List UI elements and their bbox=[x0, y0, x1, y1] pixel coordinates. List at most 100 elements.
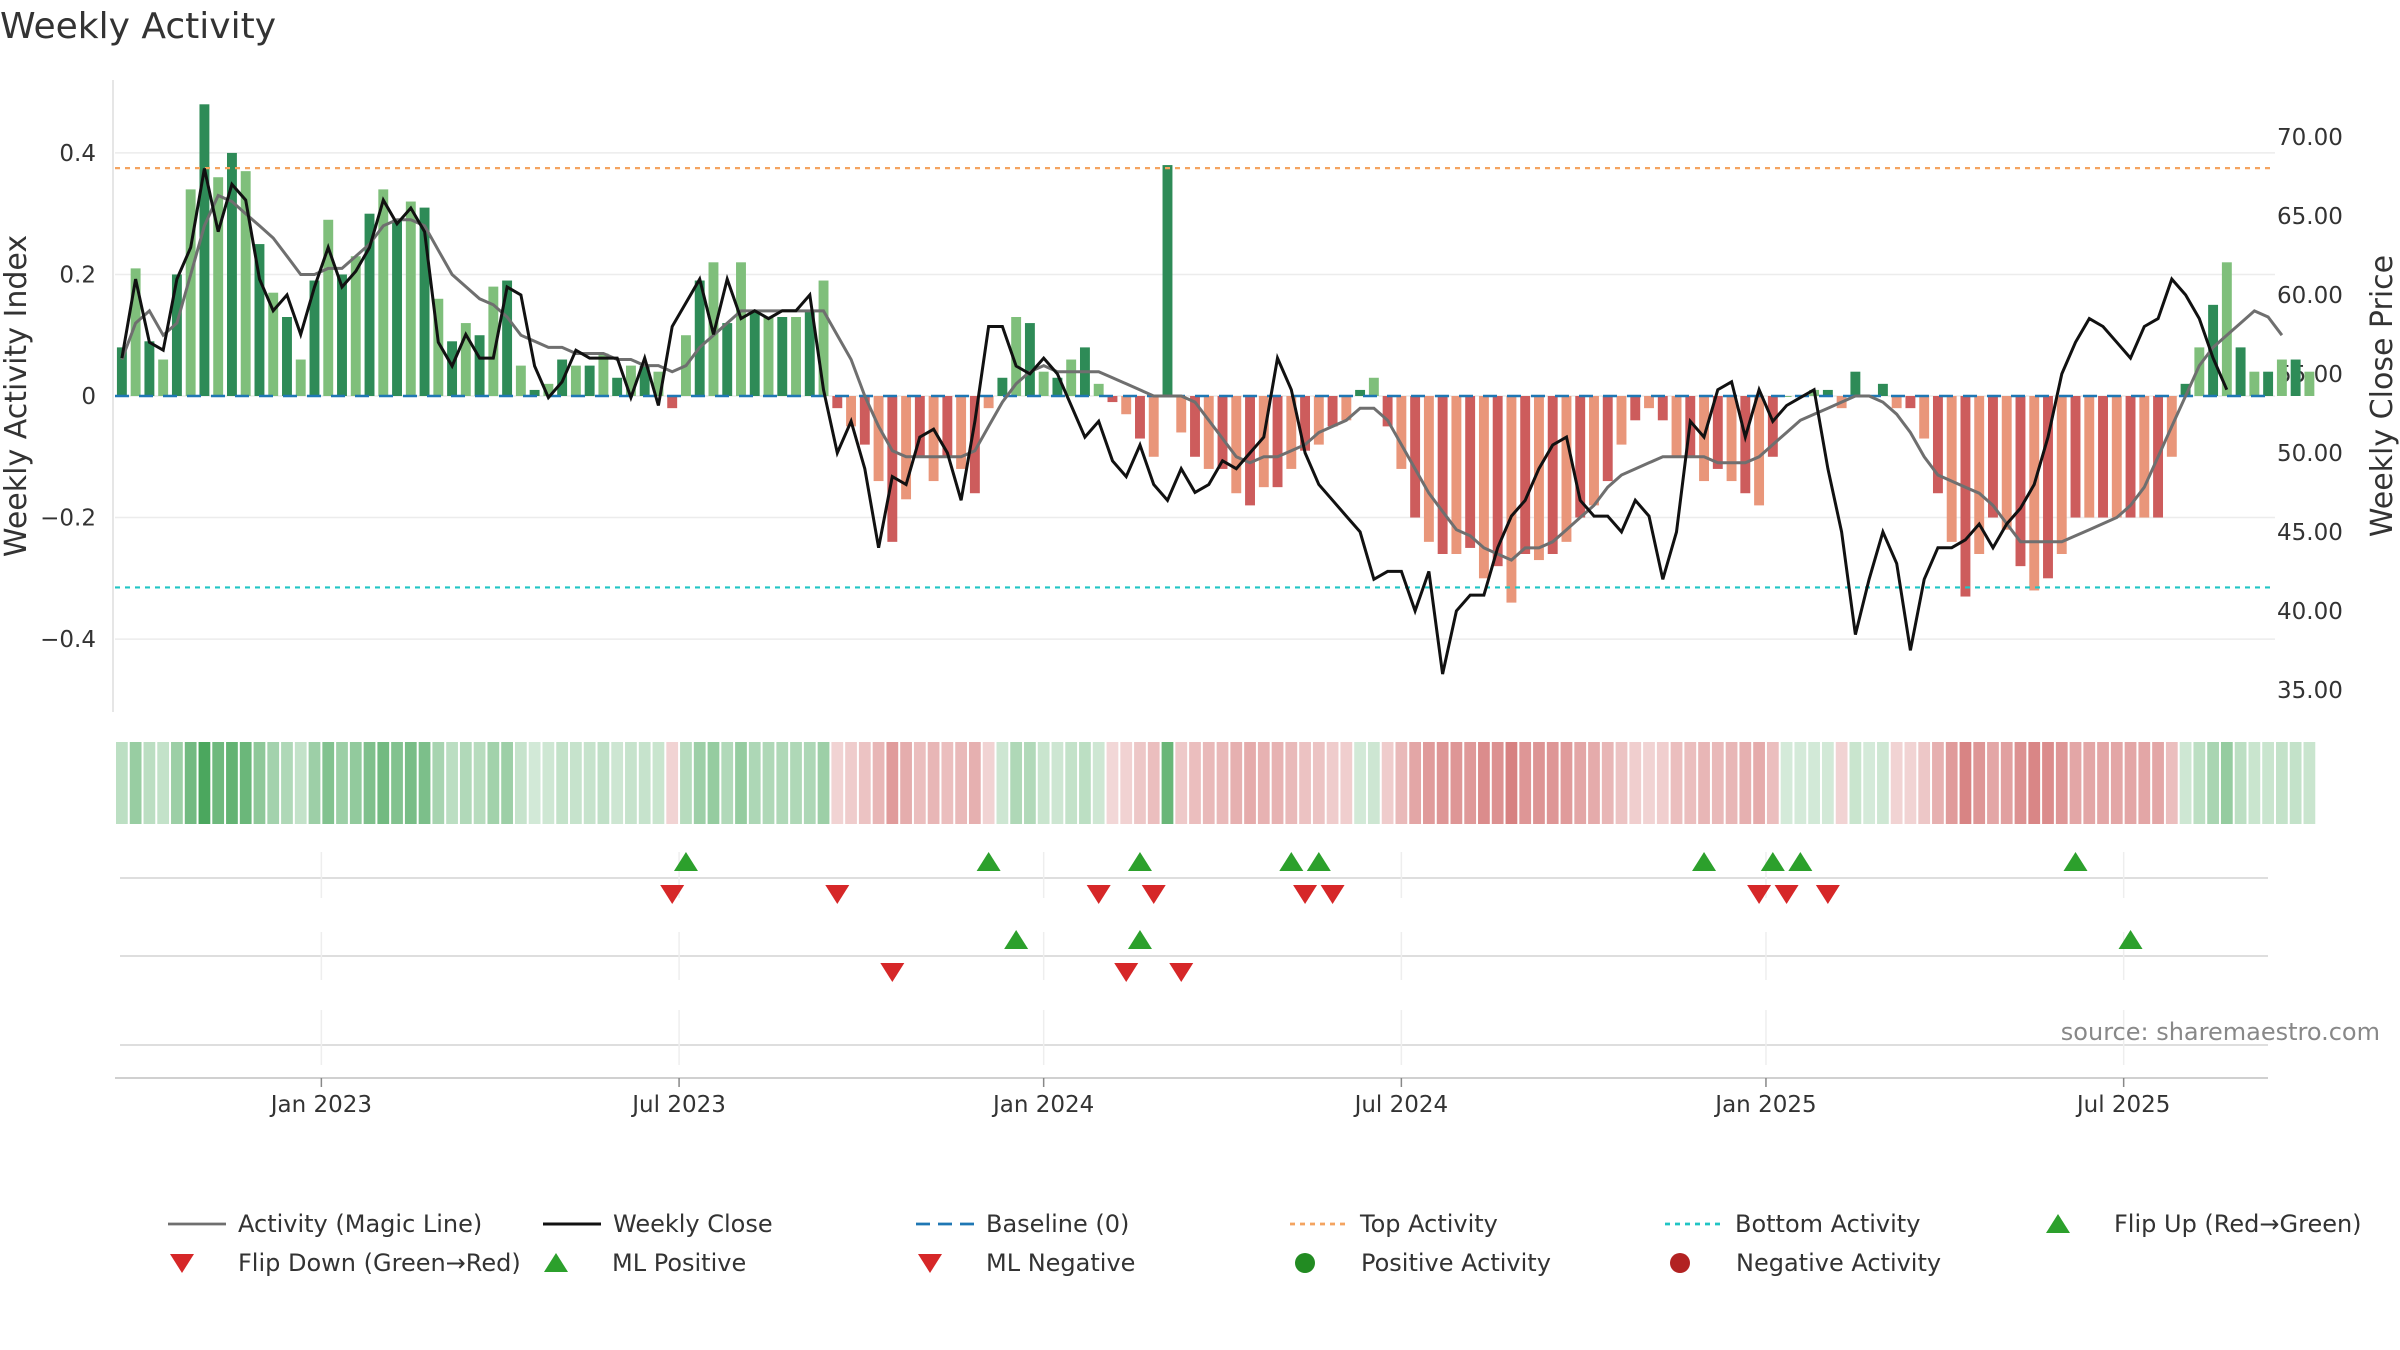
heat-strip-cell bbox=[212, 742, 225, 824]
heat-strip-cell bbox=[1340, 742, 1353, 824]
activity-bar bbox=[956, 396, 967, 469]
heat-strip-cell bbox=[652, 742, 665, 824]
heat-strip-cell bbox=[294, 742, 307, 824]
heat-strip-cell bbox=[157, 742, 170, 824]
flip-up-marker bbox=[1760, 852, 1785, 871]
heat-strip-cell bbox=[1299, 742, 1311, 824]
heat-strip-cell bbox=[2014, 742, 2027, 824]
activity-bar bbox=[378, 189, 389, 396]
activity-bar bbox=[171, 274, 182, 396]
heat-strip-cell bbox=[858, 742, 871, 824]
heat-strip-cell bbox=[790, 742, 802, 824]
x-tick-label: Jul 2025 bbox=[2075, 1092, 2171, 1118]
heat-strip-cell bbox=[1629, 742, 1642, 824]
heat-strip-cell bbox=[391, 742, 403, 824]
activity-bar bbox=[1121, 396, 1132, 415]
activity-bar bbox=[749, 310, 760, 396]
heat-strip-cell bbox=[2069, 742, 2082, 824]
heat-strip-cell bbox=[1546, 742, 1559, 824]
heat-strip-cell bbox=[2165, 742, 2178, 824]
heat-strip-cell bbox=[2207, 742, 2219, 824]
activity-bar bbox=[1176, 396, 1187, 433]
heat-strip-cell bbox=[2289, 742, 2302, 824]
activity-bar bbox=[791, 317, 801, 396]
flip-up-marker bbox=[1306, 852, 1331, 871]
activity-bar bbox=[1740, 396, 1751, 494]
activity-bar bbox=[1107, 396, 1118, 403]
activity-bar bbox=[942, 396, 953, 457]
activity-bar bbox=[1891, 396, 1902, 409]
heat-strip-cell bbox=[184, 742, 197, 824]
heat-strip-cell bbox=[1849, 742, 1862, 824]
flip-down-marker bbox=[825, 885, 850, 904]
activity-bar bbox=[1754, 396, 1765, 506]
activity-bar bbox=[1726, 396, 1737, 482]
activity-bar bbox=[598, 353, 609, 396]
activity-bar bbox=[2180, 383, 2191, 396]
heat-strip-cell bbox=[1890, 742, 1903, 824]
legend-label: Flip Down (Green→Red) bbox=[238, 1249, 521, 1277]
heat-strip-cell bbox=[1615, 742, 1628, 824]
heat-strip-cell bbox=[1326, 742, 1339, 824]
magic-line-series bbox=[120, 193, 2284, 562]
y2-axis-label: Weekly Close Price bbox=[2365, 255, 2400, 537]
activity-bar bbox=[1341, 396, 1352, 421]
activity-bar bbox=[2029, 396, 2040, 591]
activity-bar bbox=[1506, 396, 1517, 603]
heat-strip-cell bbox=[845, 742, 857, 824]
flip-down-marker bbox=[1815, 885, 1840, 904]
activity-bar bbox=[350, 256, 361, 396]
heat-strip-cell bbox=[253, 742, 266, 824]
y2-tick-label: 35.00 bbox=[2277, 678, 2343, 704]
activity-bar bbox=[1589, 396, 1599, 506]
activity-bar bbox=[2070, 396, 2081, 518]
activity-bar bbox=[1712, 396, 1723, 469]
heat-strip-cell bbox=[446, 742, 458, 824]
activity-bar bbox=[1368, 377, 1379, 396]
flip-down-marker bbox=[1320, 885, 1345, 904]
flip-up-marker bbox=[1279, 852, 1304, 871]
legend-label: Flip Up (Red→Green) bbox=[2114, 1210, 2362, 1238]
activity-bar bbox=[832, 396, 843, 409]
heat-strip-cell bbox=[129, 742, 142, 824]
flip-down-marker bbox=[1086, 885, 1111, 904]
activity-bar bbox=[488, 286, 499, 396]
activity-bar bbox=[1203, 396, 1214, 469]
heat-strip-cell bbox=[900, 742, 912, 824]
activity-bar bbox=[722, 323, 733, 396]
activity-bar bbox=[2139, 396, 2150, 518]
flip-up-marker bbox=[1127, 852, 1152, 871]
activity-bar bbox=[1190, 396, 1200, 457]
heat-strip-cell bbox=[2097, 742, 2109, 824]
legend-label: Activity (Magic Line) bbox=[238, 1210, 482, 1238]
heat-strip-cell bbox=[1643, 742, 1655, 824]
heat-strip-cell bbox=[1656, 742, 1669, 824]
activity-bar bbox=[1644, 396, 1654, 409]
activity-bar bbox=[639, 365, 650, 396]
heat-strip-cell bbox=[143, 742, 156, 824]
activity-bar bbox=[1355, 389, 1366, 396]
x-tick-label: Jan 2025 bbox=[1713, 1092, 1816, 1118]
activity-bar bbox=[2111, 396, 2122, 518]
flip-down-marker bbox=[1293, 885, 1318, 904]
activity-bar bbox=[2056, 396, 2067, 554]
activity-bar bbox=[226, 152, 237, 396]
heat-strip-cell bbox=[2124, 742, 2137, 824]
heat-strip-cell bbox=[2083, 742, 2096, 824]
ml-positive-marker bbox=[1004, 930, 1029, 949]
flip-down-marker bbox=[660, 885, 685, 904]
activity-bar bbox=[1630, 396, 1641, 421]
activity-bar bbox=[901, 396, 912, 500]
heat-strip-cell bbox=[281, 742, 293, 824]
activity-bar bbox=[295, 359, 306, 396]
activity-bar bbox=[213, 177, 224, 396]
activity-bar bbox=[543, 383, 554, 396]
heat-strip-cell bbox=[1230, 742, 1243, 824]
heat-strip-cell bbox=[2262, 742, 2274, 824]
heat-strip-cell bbox=[1533, 742, 1545, 824]
legend-label: ML Positive bbox=[612, 1249, 746, 1277]
activity-bar bbox=[818, 280, 829, 396]
activity-bar bbox=[2304, 371, 2315, 396]
heat-strip-cell bbox=[776, 742, 789, 824]
activity-bar bbox=[584, 365, 595, 396]
